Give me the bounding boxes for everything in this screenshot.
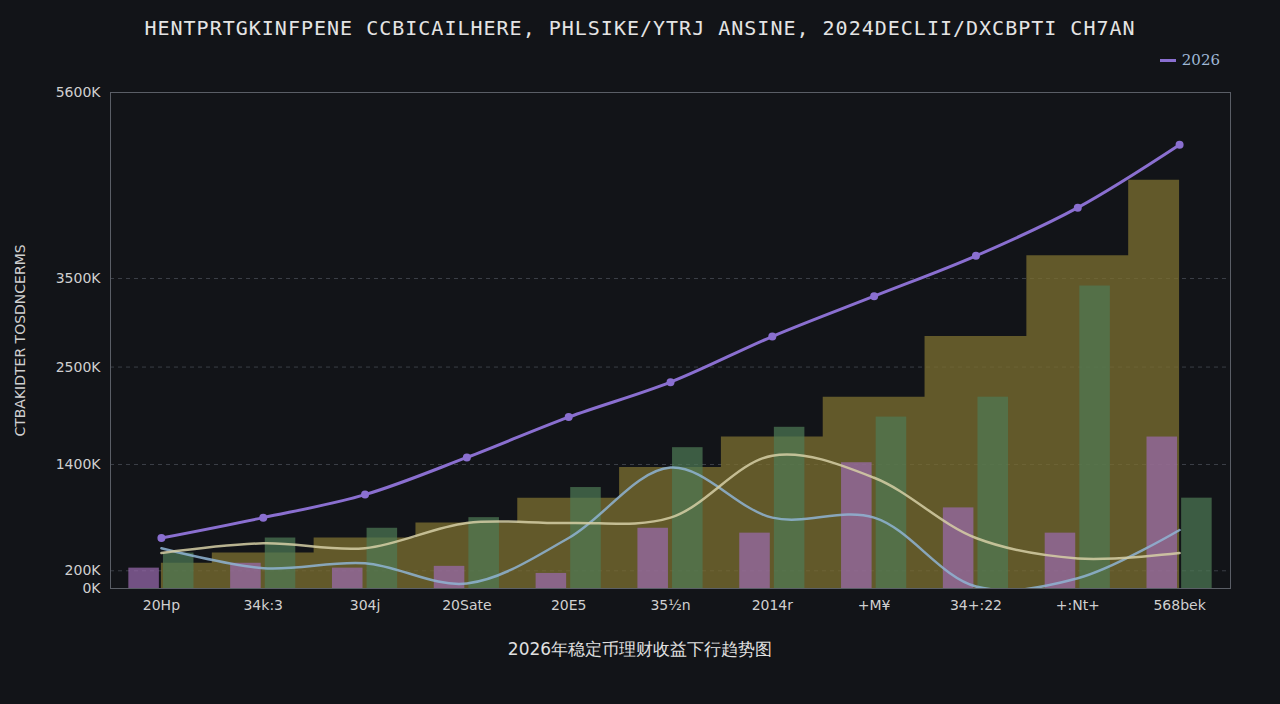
svg-text:0K: 0K <box>82 580 101 596</box>
html-text:2026: 2026 <box>1181 51 1220 69</box>
svg-text:CTBAKIDTER TOSDNCERMS: CTBAKIDTER TOSDNCERMS <box>12 244 28 436</box>
svg-text:20Sate: 20Sate <box>442 597 491 613</box>
html-text:2026年稳定币理财收益下行趋势图: 2026年稳定币理财收益下行趋势图 <box>507 639 773 659</box>
svg-text:2500K: 2500K <box>56 359 102 375</box>
svg-text:+:Nt+: +:Nt+ <box>1056 597 1100 613</box>
svg-text:+M¥: +M¥ <box>858 597 891 613</box>
svg-text:35½n: 35½n <box>650 597 690 613</box>
svg-text:1400K: 1400K <box>56 456 102 472</box>
svg-text:3500K: 3500K <box>56 270 102 286</box>
svg-text:5600K: 5600K <box>56 84 102 100</box>
svg-text:34k:3: 34k:3 <box>243 597 283 613</box>
svg-text:304j: 304j <box>350 597 381 613</box>
svg-text:20E5: 20E5 <box>551 597 587 613</box>
svg-text:200K: 200K <box>65 562 102 578</box>
svg-text:20Hp: 20Hp <box>143 597 180 613</box>
svg-text:2014r: 2014r <box>752 597 794 613</box>
html-text:HENTPRTGKINFPENE CCBICAILHERE,: HENTPRTGKINFPENE CCBICAILHERE, PHLSIKE/Y… <box>144 16 1136 40</box>
svg-text:34+:22: 34+:22 <box>950 597 1002 613</box>
svg-text:568bek: 568bek <box>1153 597 1206 613</box>
